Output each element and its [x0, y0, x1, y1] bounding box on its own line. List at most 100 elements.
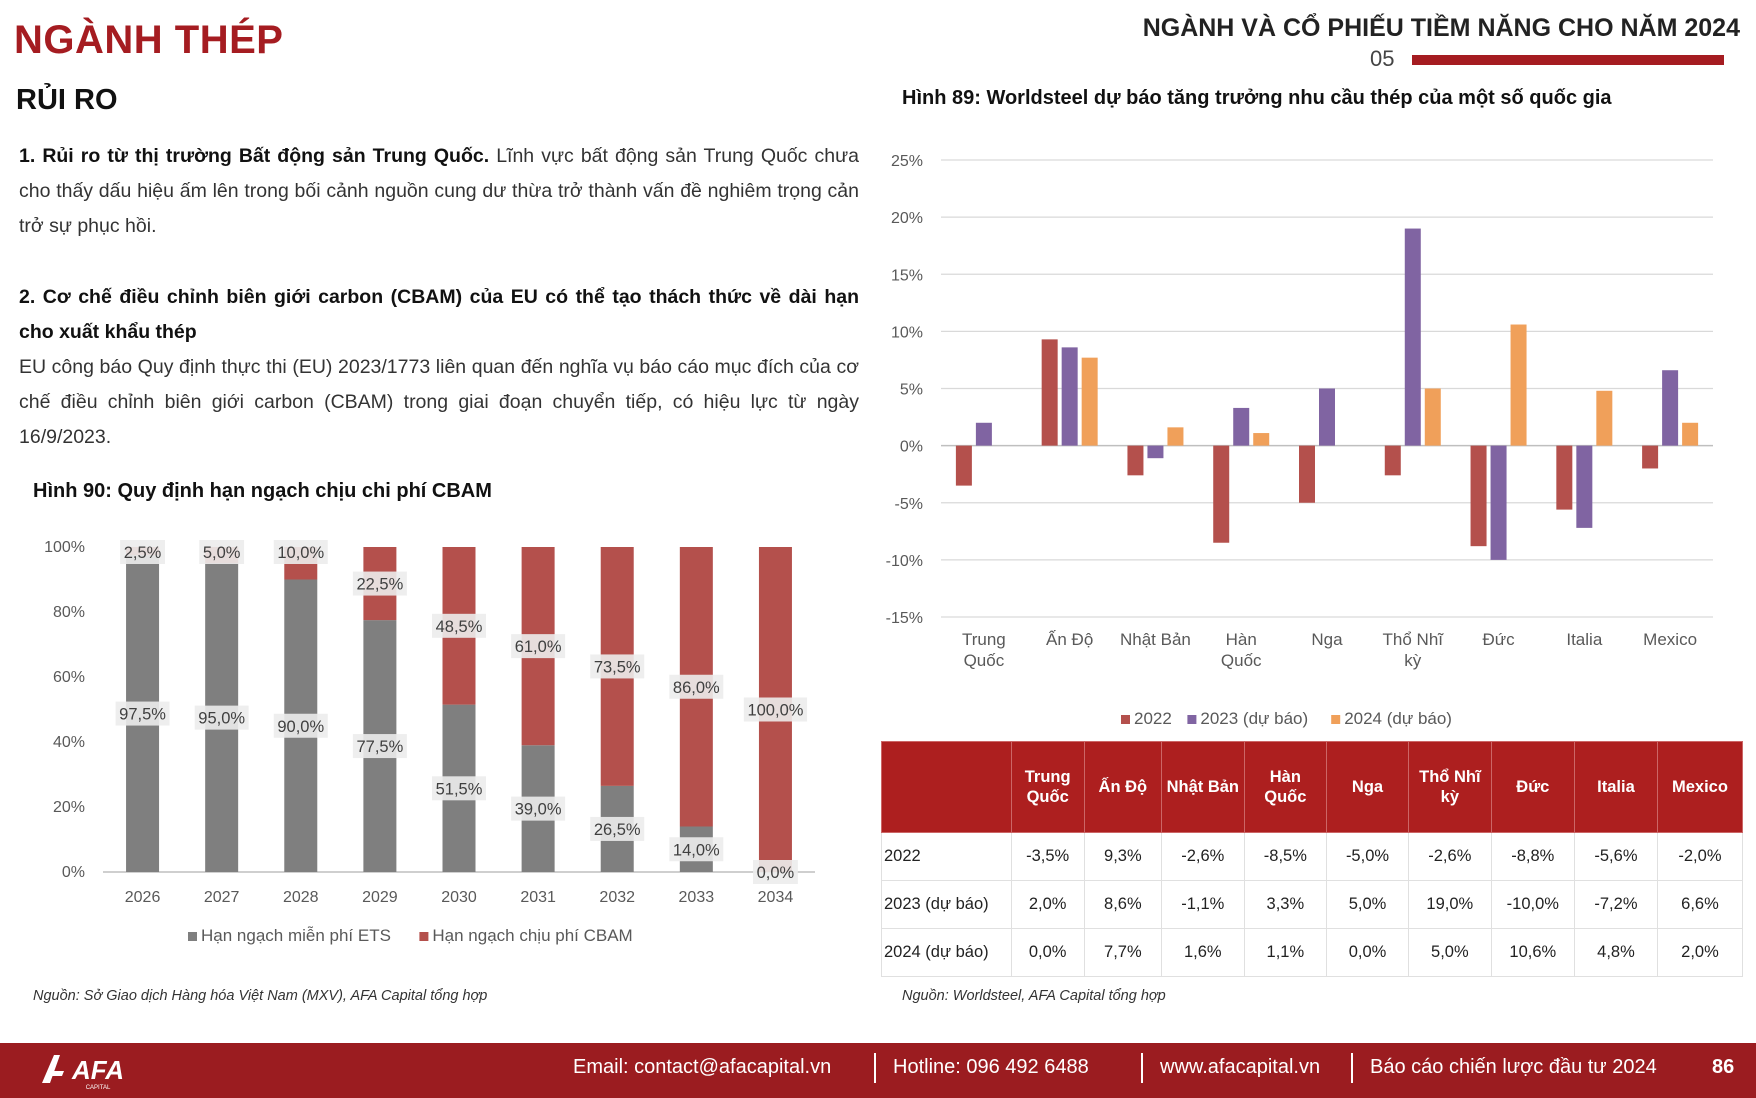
bar-2024	[1167, 427, 1184, 446]
data-label-ets: 90,0%	[277, 718, 324, 736]
bar-2022	[1642, 445, 1659, 469]
cbam-quota-chart: 0% 20% 40% 60% 80% 100% 2026 97,5% 2,5% 2027 95,0%…	[44, 539, 815, 945]
data-label-cbam: 86,0%	[673, 679, 720, 697]
figure-89-source: Nguồn: Worldsteel, AFA Capital tổng hợp	[902, 988, 1166, 1004]
x-tick-label: 2031	[520, 889, 556, 906]
table-cell: -5,6%	[1573, 832, 1658, 881]
table-header-cell: Italia	[1573, 741, 1658, 833]
afa-capital-logo: AFA CAPITAL	[42, 1055, 124, 1091]
footer-separator	[1141, 1053, 1143, 1083]
data-label-bg	[590, 816, 645, 841]
x-tick-label: Quốc	[964, 651, 1005, 670]
x-tick-label: 2030	[441, 889, 477, 906]
table-cell: -3,5%	[1010, 832, 1085, 881]
subsection-title: RỦI RO	[16, 84, 118, 116]
y-tick-label: -15%	[886, 610, 923, 627]
data-label-bg	[273, 713, 328, 738]
table-row-label: 2022	[881, 832, 1012, 881]
footer-website[interactable]: www.afacapital.vn	[1160, 1056, 1321, 1078]
y-tick-label: 20%	[891, 210, 923, 227]
y-tick-label: 40%	[53, 734, 85, 751]
logo-sub: CAPITAL	[86, 1085, 111, 1091]
table-cell: -10,0%	[1490, 880, 1575, 929]
page-number: 86	[1712, 1056, 1735, 1078]
y-tick-label: 10%	[891, 324, 923, 341]
y-tick-label: 80%	[53, 604, 85, 621]
x-tick-label: Trung	[962, 630, 1006, 649]
data-label-ets: 14,0%	[673, 841, 720, 859]
steel-demand-chart: -15% -10% -5% 0% 5% 10% 15% 20% 25% Trung Quốc Ấn Đ…	[886, 153, 1713, 728]
data-label-cbam: 48,5%	[436, 618, 483, 636]
legend-marker	[1187, 715, 1197, 724]
data-label-bg	[590, 654, 645, 679]
data-label-ets: 95,0%	[198, 710, 245, 728]
data-label-bg	[669, 674, 724, 699]
bar-2024	[1682, 422, 1699, 446]
legend-marker	[1121, 715, 1130, 724]
bar-2023	[975, 422, 992, 446]
bar-2022	[955, 445, 972, 486]
table-cell: -2,0%	[1656, 832, 1744, 881]
table-cell: -7,2%	[1573, 880, 1658, 929]
section-title: NGÀNH THÉP	[14, 18, 284, 62]
table-header-cell: Trung Quốc	[1010, 741, 1085, 833]
x-tick-label: 2026	[125, 889, 161, 906]
table-cell: 4,8%	[1573, 928, 1658, 977]
steel-demand-table: Trung Quốc Ấn Độ Nhật Bản Hàn Quốc Nga Thổ Nh…	[881, 741, 1744, 977]
data-label-ets: 26,5%	[594, 821, 641, 839]
figure-89-title: Hình 89: Worldsteel dự báo tăng trưởng n…	[902, 87, 1612, 109]
data-label-ets: 97,5%	[119, 706, 166, 724]
bar-2022	[1213, 445, 1230, 543]
bar-2022	[1384, 445, 1401, 476]
bar-2024	[1424, 388, 1441, 446]
table-header-cell: Hàn Quốc	[1243, 741, 1327, 833]
logo-text: AFA	[71, 1055, 124, 1085]
x-tick-label: Đức	[1482, 630, 1515, 649]
x-tick-label: 2034	[758, 889, 794, 906]
x-tick-label: Mexico	[1643, 630, 1697, 649]
table-cell: -2,6%	[1408, 832, 1492, 881]
table-cell: -2,6%	[1160, 832, 1245, 881]
y-tick-label: -5%	[895, 496, 923, 513]
table-cell: 19,0%	[1408, 880, 1492, 929]
y-tick-label: 100%	[44, 539, 85, 556]
data-label-bg	[199, 540, 245, 564]
bar-2022	[1299, 445, 1315, 503]
table-header-cell: Nhật Bản	[1160, 741, 1245, 833]
bar-2023	[1233, 407, 1250, 446]
y-tick-label: 0%	[62, 864, 85, 881]
y-tick-label: 25%	[891, 153, 923, 170]
x-tick-label: 2033	[679, 889, 715, 906]
data-label-bg	[669, 837, 724, 862]
data-label-bg	[273, 540, 328, 564]
data-label-cbam: 2,5%	[124, 544, 162, 562]
bar-2023	[1576, 445, 1593, 528]
data-label-cbam: 73,5%	[594, 658, 641, 676]
data-label-cbam: 10,0%	[277, 544, 324, 562]
data-label-bg	[120, 540, 165, 564]
footer-hotline[interactable]: Hotline: 096 492 6488	[893, 1056, 1089, 1078]
table-header-cell: Mexico	[1656, 741, 1744, 833]
figure-90-source: Nguồn: Sở Giao dịch Hàng hóa Việt Nam (M…	[33, 988, 488, 1004]
data-label-bg	[352, 734, 407, 759]
chapter-bar	[1412, 55, 1724, 65]
table-cell: 2,0%	[1656, 928, 1744, 977]
y-tick-label: 15%	[891, 267, 923, 284]
data-label-bg	[743, 697, 808, 722]
footer-email[interactable]: Email: contact@afacapital.vn	[573, 1056, 832, 1078]
x-tick-label: Nga	[1311, 630, 1343, 649]
bar-2023	[1662, 370, 1679, 446]
bar-2023	[1319, 388, 1335, 446]
bar-2024	[1253, 433, 1270, 446]
footer-separator	[874, 1053, 876, 1083]
x-tick-label: Ấn Độ	[1046, 630, 1093, 649]
table-cell: -8,8%	[1490, 832, 1575, 881]
x-tick-label: 2029	[362, 889, 398, 906]
table-row-label: 2024 (dự báo)	[881, 928, 1012, 977]
paragraph-2-text: EU công báo Quy định thực thi (EU) 2023/…	[19, 356, 859, 448]
legend-marker	[419, 932, 429, 941]
data-label-ets: 51,5%	[436, 780, 483, 798]
bar-2023	[1490, 445, 1507, 560]
table-cell: 5,0%	[1325, 880, 1410, 929]
data-label-bg	[194, 705, 249, 730]
